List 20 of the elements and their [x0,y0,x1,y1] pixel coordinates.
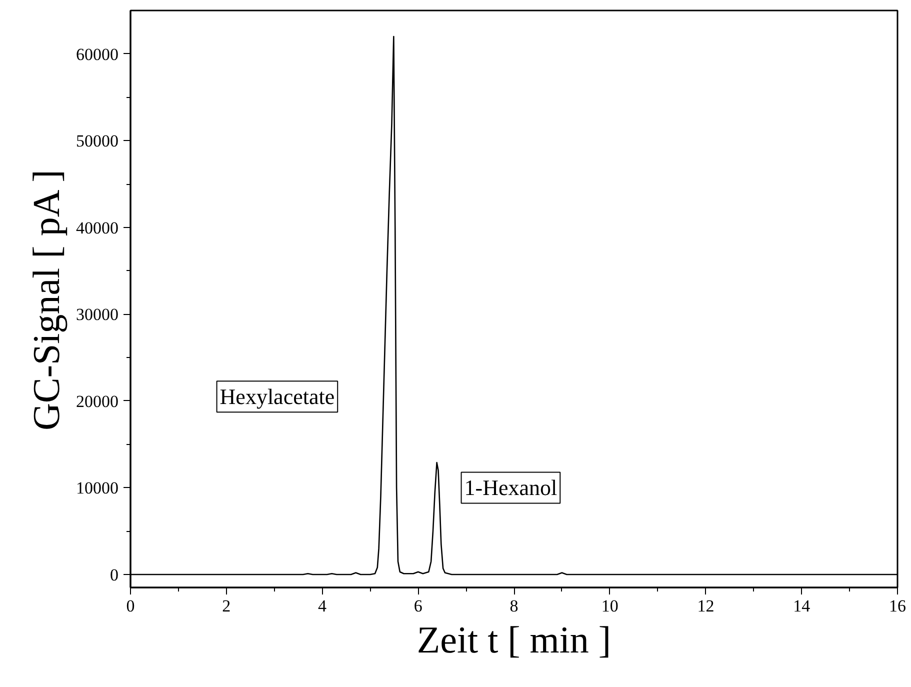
y-tick-label: 50000 [76,132,118,151]
y-tick-label: 20000 [76,392,118,411]
x-tick-label: 12 [697,596,714,616]
y-tick-label: 40000 [76,218,118,238]
x-tick-label: 2 [222,596,231,616]
x-tick-label: 0 [126,596,135,616]
y-tick-label: 10000 [76,478,118,498]
annotation: 1-Hexanol [464,475,558,500]
y-tick-label: 30000 [76,305,118,324]
y-tick-label: 0 [110,565,118,584]
x-tick-label: 16 [889,596,906,616]
x-axis-title: Zeit t [ min ] [416,620,612,662]
y-tick-label: 60000 [76,44,118,64]
annotation: Hexylacetate [220,384,335,410]
x-tick-label: 10 [601,596,618,616]
x-tick-label: 6 [414,596,422,616]
x-tick-label: 4 [318,596,327,616]
x-tick-label: 14 [793,596,811,616]
x-tick-label: 8 [510,596,518,616]
y-axis-title: GC-Signal [ pA ] [26,170,68,430]
